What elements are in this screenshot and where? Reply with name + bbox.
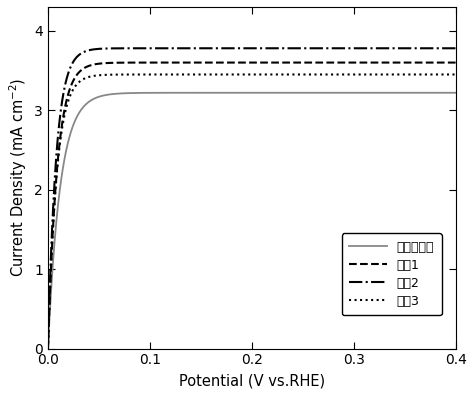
商业催化剂 bbox=[298, 90, 303, 95]
Line: 样品1: 样品1 bbox=[48, 62, 456, 349]
样品3 bbox=[55, 161, 61, 166]
样品2 bbox=[45, 346, 51, 351]
商业催化剂 bbox=[390, 90, 396, 95]
商业催化剂 bbox=[45, 346, 51, 351]
Y-axis label: Current Density (mA cm$^{-2}$): Current Density (mA cm$^{-2}$) bbox=[7, 78, 28, 277]
商业催化剂 bbox=[155, 90, 161, 95]
样品3 bbox=[298, 72, 303, 77]
样品2 bbox=[453, 46, 459, 51]
样品3 bbox=[230, 72, 236, 77]
样品1 bbox=[45, 346, 51, 351]
Line: 样品3: 样品3 bbox=[48, 75, 456, 349]
样品2 bbox=[155, 46, 161, 51]
样品1 bbox=[298, 60, 303, 65]
商业催化剂 bbox=[327, 90, 332, 95]
Legend: 商业催化剂, 样品1, 样品2, 样品3: 商业催化剂, 样品1, 样品2, 样品3 bbox=[342, 233, 442, 315]
样品1 bbox=[390, 60, 396, 65]
样品2 bbox=[327, 46, 332, 51]
样品3 bbox=[327, 72, 332, 77]
样品1 bbox=[327, 60, 332, 65]
样品3 bbox=[453, 72, 459, 77]
样品2 bbox=[390, 46, 396, 51]
商业催化剂 bbox=[453, 90, 459, 95]
商业催化剂 bbox=[55, 205, 61, 210]
X-axis label: Potential (V vs.RHE): Potential (V vs.RHE) bbox=[179, 373, 325, 388]
样品3 bbox=[45, 346, 51, 351]
样品1 bbox=[389, 60, 395, 65]
样品3 bbox=[370, 72, 376, 77]
样品3 bbox=[390, 72, 396, 77]
样品2 bbox=[230, 46, 236, 51]
样品2 bbox=[298, 46, 303, 51]
样品2 bbox=[55, 136, 61, 141]
样品1 bbox=[453, 60, 459, 65]
样品1 bbox=[155, 60, 161, 65]
Line: 样品2: 样品2 bbox=[48, 48, 456, 349]
商业催化剂 bbox=[230, 90, 236, 95]
Line: 商业催化剂: 商业催化剂 bbox=[48, 93, 456, 349]
样品2 bbox=[351, 46, 356, 51]
样品3 bbox=[155, 72, 161, 77]
样品1 bbox=[55, 159, 61, 164]
样品1 bbox=[230, 60, 236, 65]
